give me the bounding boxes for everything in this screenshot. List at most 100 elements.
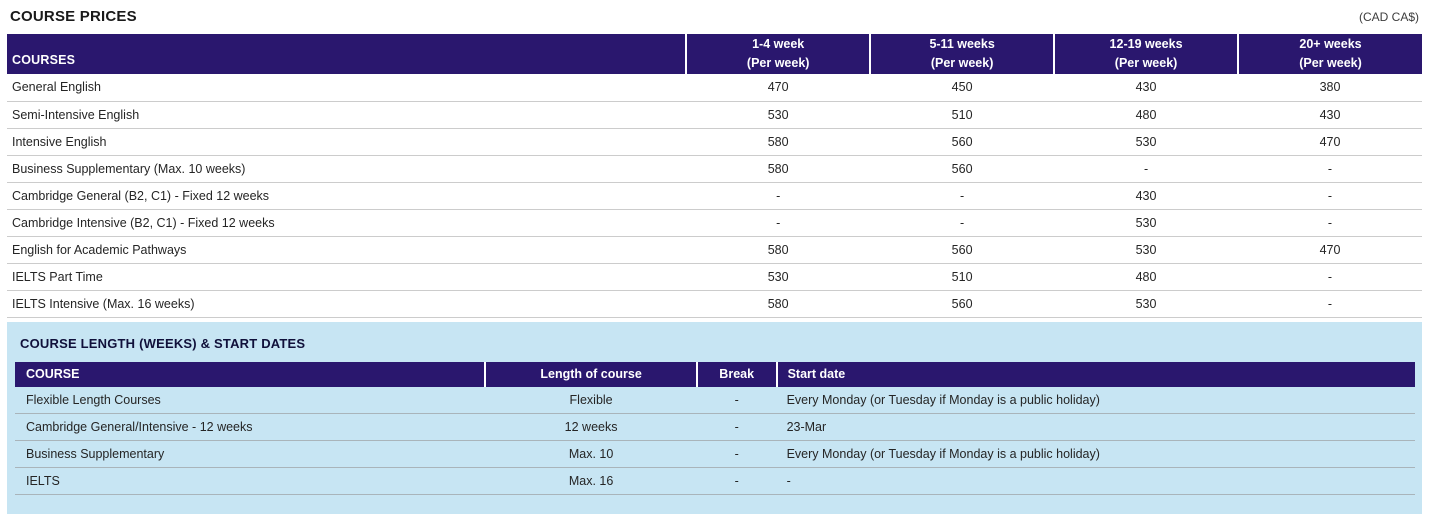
course-name-cell: Business Supplementary (15, 440, 486, 468)
break-column-header: Break (695, 361, 777, 387)
length-cell: 12 weeks (485, 413, 697, 441)
course-length-table: COURSE Length of course Break Start date… (15, 361, 1415, 495)
length-cell: Max. 16 (485, 467, 697, 495)
start-date-cell: 23-Mar (776, 413, 1415, 441)
price-cell: 480 (1054, 101, 1239, 129)
week-range-label: 20+ weeks (1299, 37, 1362, 52)
course-length-heading: COURSE LENGTH (WEEKS) & START DATES (20, 335, 306, 351)
week-column-header-2: 5-11 weeks (Per week) (869, 34, 1055, 74)
price-cell: - (870, 182, 1055, 210)
price-cell: - (870, 209, 1055, 237)
price-cell: 530 (686, 101, 871, 129)
price-cell: 530 (1054, 128, 1239, 156)
length-header-row: COURSE Length of course Break Start date (15, 361, 1415, 387)
price-cell: 580 (686, 155, 871, 183)
courses-column-header: COURSES (7, 34, 687, 74)
price-cell: 380 (1238, 74, 1422, 102)
week-column-header-4: 20+ weeks (Per week) (1237, 34, 1422, 74)
course-name-cell: Cambridge General/Intensive - 12 weeks (15, 413, 486, 441)
page-title: COURSE PRICES (10, 8, 137, 25)
per-week-label: (Per week) (930, 56, 994, 70)
length-table-body: Flexible Length Courses Flexible - Every… (15, 386, 1415, 495)
price-cell: 560 (870, 236, 1055, 264)
currency-note: (CAD CA$) (1358, 10, 1419, 24)
price-row-business-supplementary: Business Supplementary (Max. 10 weeks) 5… (7, 155, 1422, 183)
break-cell: - (696, 386, 777, 414)
break-cell: - (696, 413, 777, 441)
price-cell: - (1238, 263, 1422, 291)
break-cell: - (696, 467, 777, 495)
course-name-cell: IELTS Part Time (7, 263, 687, 291)
price-cell: - (1238, 209, 1422, 237)
week-range-label: 1-4 week (752, 37, 805, 52)
course-name-cell: Flexible Length Courses (15, 386, 486, 414)
price-cell: 470 (1238, 236, 1422, 264)
price-cell: - (1238, 182, 1422, 210)
section-gap (0, 317, 1429, 322)
price-row-cambridge-general: Cambridge General (B2, C1) - Fixed 12 we… (7, 182, 1422, 210)
price-table-header: COURSES 1-4 week (Per week) 5-11 weeks (… (7, 34, 1422, 74)
break-cell: - (696, 440, 777, 468)
price-row-academic-pathways: English for Academic Pathways 580 560 53… (7, 236, 1422, 264)
price-row-semi-intensive: Semi-Intensive English 530 510 480 430 (7, 101, 1422, 129)
price-cell: 530 (1054, 290, 1239, 318)
price-cell: - (1238, 155, 1422, 183)
week-range-label: 12-19 weeks (1109, 37, 1183, 52)
price-cell: 580 (686, 236, 871, 264)
price-row-ielts-intensive: IELTS Intensive (Max. 16 weeks) 580 560 … (7, 290, 1422, 318)
course-name-cell: Semi-Intensive English (7, 101, 687, 129)
start-date-cell: Every Monday (or Tuesday if Monday is a … (776, 440, 1415, 468)
price-cell: - (1238, 290, 1422, 318)
price-row-ielts-part-time: IELTS Part Time 530 510 480 - (7, 263, 1422, 291)
start-date-cell: - (776, 467, 1415, 495)
start-date-cell: Every Monday (or Tuesday if Monday is a … (776, 386, 1415, 414)
price-row-general-english: General English 470 450 430 380 (7, 74, 1422, 102)
course-name-cell: Cambridge Intensive (B2, C1) - Fixed 12 … (7, 209, 687, 237)
length-row-flexible: Flexible Length Courses Flexible - Every… (15, 386, 1415, 414)
price-cell: 510 (870, 263, 1055, 291)
course-name-cell: IELTS (15, 467, 486, 495)
price-cell: - (1054, 155, 1239, 183)
price-cell: 430 (1054, 74, 1239, 102)
length-table-header: COURSE Length of course Break Start date (15, 361, 1415, 387)
price-header-row: COURSES 1-4 week (Per week) 5-11 weeks (… (7, 34, 1422, 74)
price-cell: 530 (1054, 236, 1239, 264)
week-column-header-3: 12-19 weeks (Per week) (1053, 34, 1239, 74)
per-week-label: (Per week) (746, 56, 810, 70)
per-week-label: (Per week) (1114, 56, 1178, 70)
price-cell: 470 (686, 74, 871, 102)
price-cell: 530 (1054, 209, 1239, 237)
price-cell: 430 (1054, 182, 1239, 210)
length-row-ielts: IELTS Max. 16 - - (15, 467, 1415, 495)
length-cell: Flexible (485, 386, 697, 414)
start-date-column-header: Start date (775, 361, 1415, 387)
price-cell: 510 (870, 101, 1055, 129)
course-length-panel: COURSE LENGTH (WEEKS) & START DATES COUR… (7, 321, 1422, 514)
price-cell: 560 (870, 290, 1055, 318)
per-week-label: (Per week) (1299, 56, 1362, 70)
price-cell: 480 (1054, 263, 1239, 291)
price-table-body: General English 470 450 430 380 Semi-Int… (7, 74, 1422, 318)
course-name-cell: Intensive English (7, 128, 687, 156)
price-cell: 580 (686, 128, 871, 156)
course-name-cell: IELTS Intensive (Max. 16 weeks) (7, 290, 687, 318)
length-cell: Max. 10 (485, 440, 697, 468)
price-cell: 560 (870, 155, 1055, 183)
price-cell: 450 (870, 74, 1055, 102)
course-name-cell: General English (7, 74, 687, 102)
price-row-cambridge-intensive: Cambridge Intensive (B2, C1) - Fixed 12 … (7, 209, 1422, 237)
course-name-cell: Business Supplementary (Max. 10 weeks) (7, 155, 687, 183)
price-cell: - (686, 182, 871, 210)
length-row-cambridge: Cambridge General/Intensive - 12 weeks 1… (15, 413, 1415, 441)
price-row-intensive: Intensive English 580 560 530 470 (7, 128, 1422, 156)
price-cell: 560 (870, 128, 1055, 156)
top-bar: COURSE PRICES (CAD CA$) (0, 0, 1429, 34)
course-name-cell: English for Academic Pathways (7, 236, 687, 264)
price-cell: 430 (1238, 101, 1422, 129)
length-column-header: Length of course (484, 361, 697, 387)
length-row-business-supplementary: Business Supplementary Max. 10 - Every M… (15, 440, 1415, 468)
price-cell: - (686, 209, 871, 237)
course-column-header: COURSE (15, 361, 486, 387)
price-cell: 580 (686, 290, 871, 318)
course-name-cell: Cambridge General (B2, C1) - Fixed 12 we… (7, 182, 687, 210)
